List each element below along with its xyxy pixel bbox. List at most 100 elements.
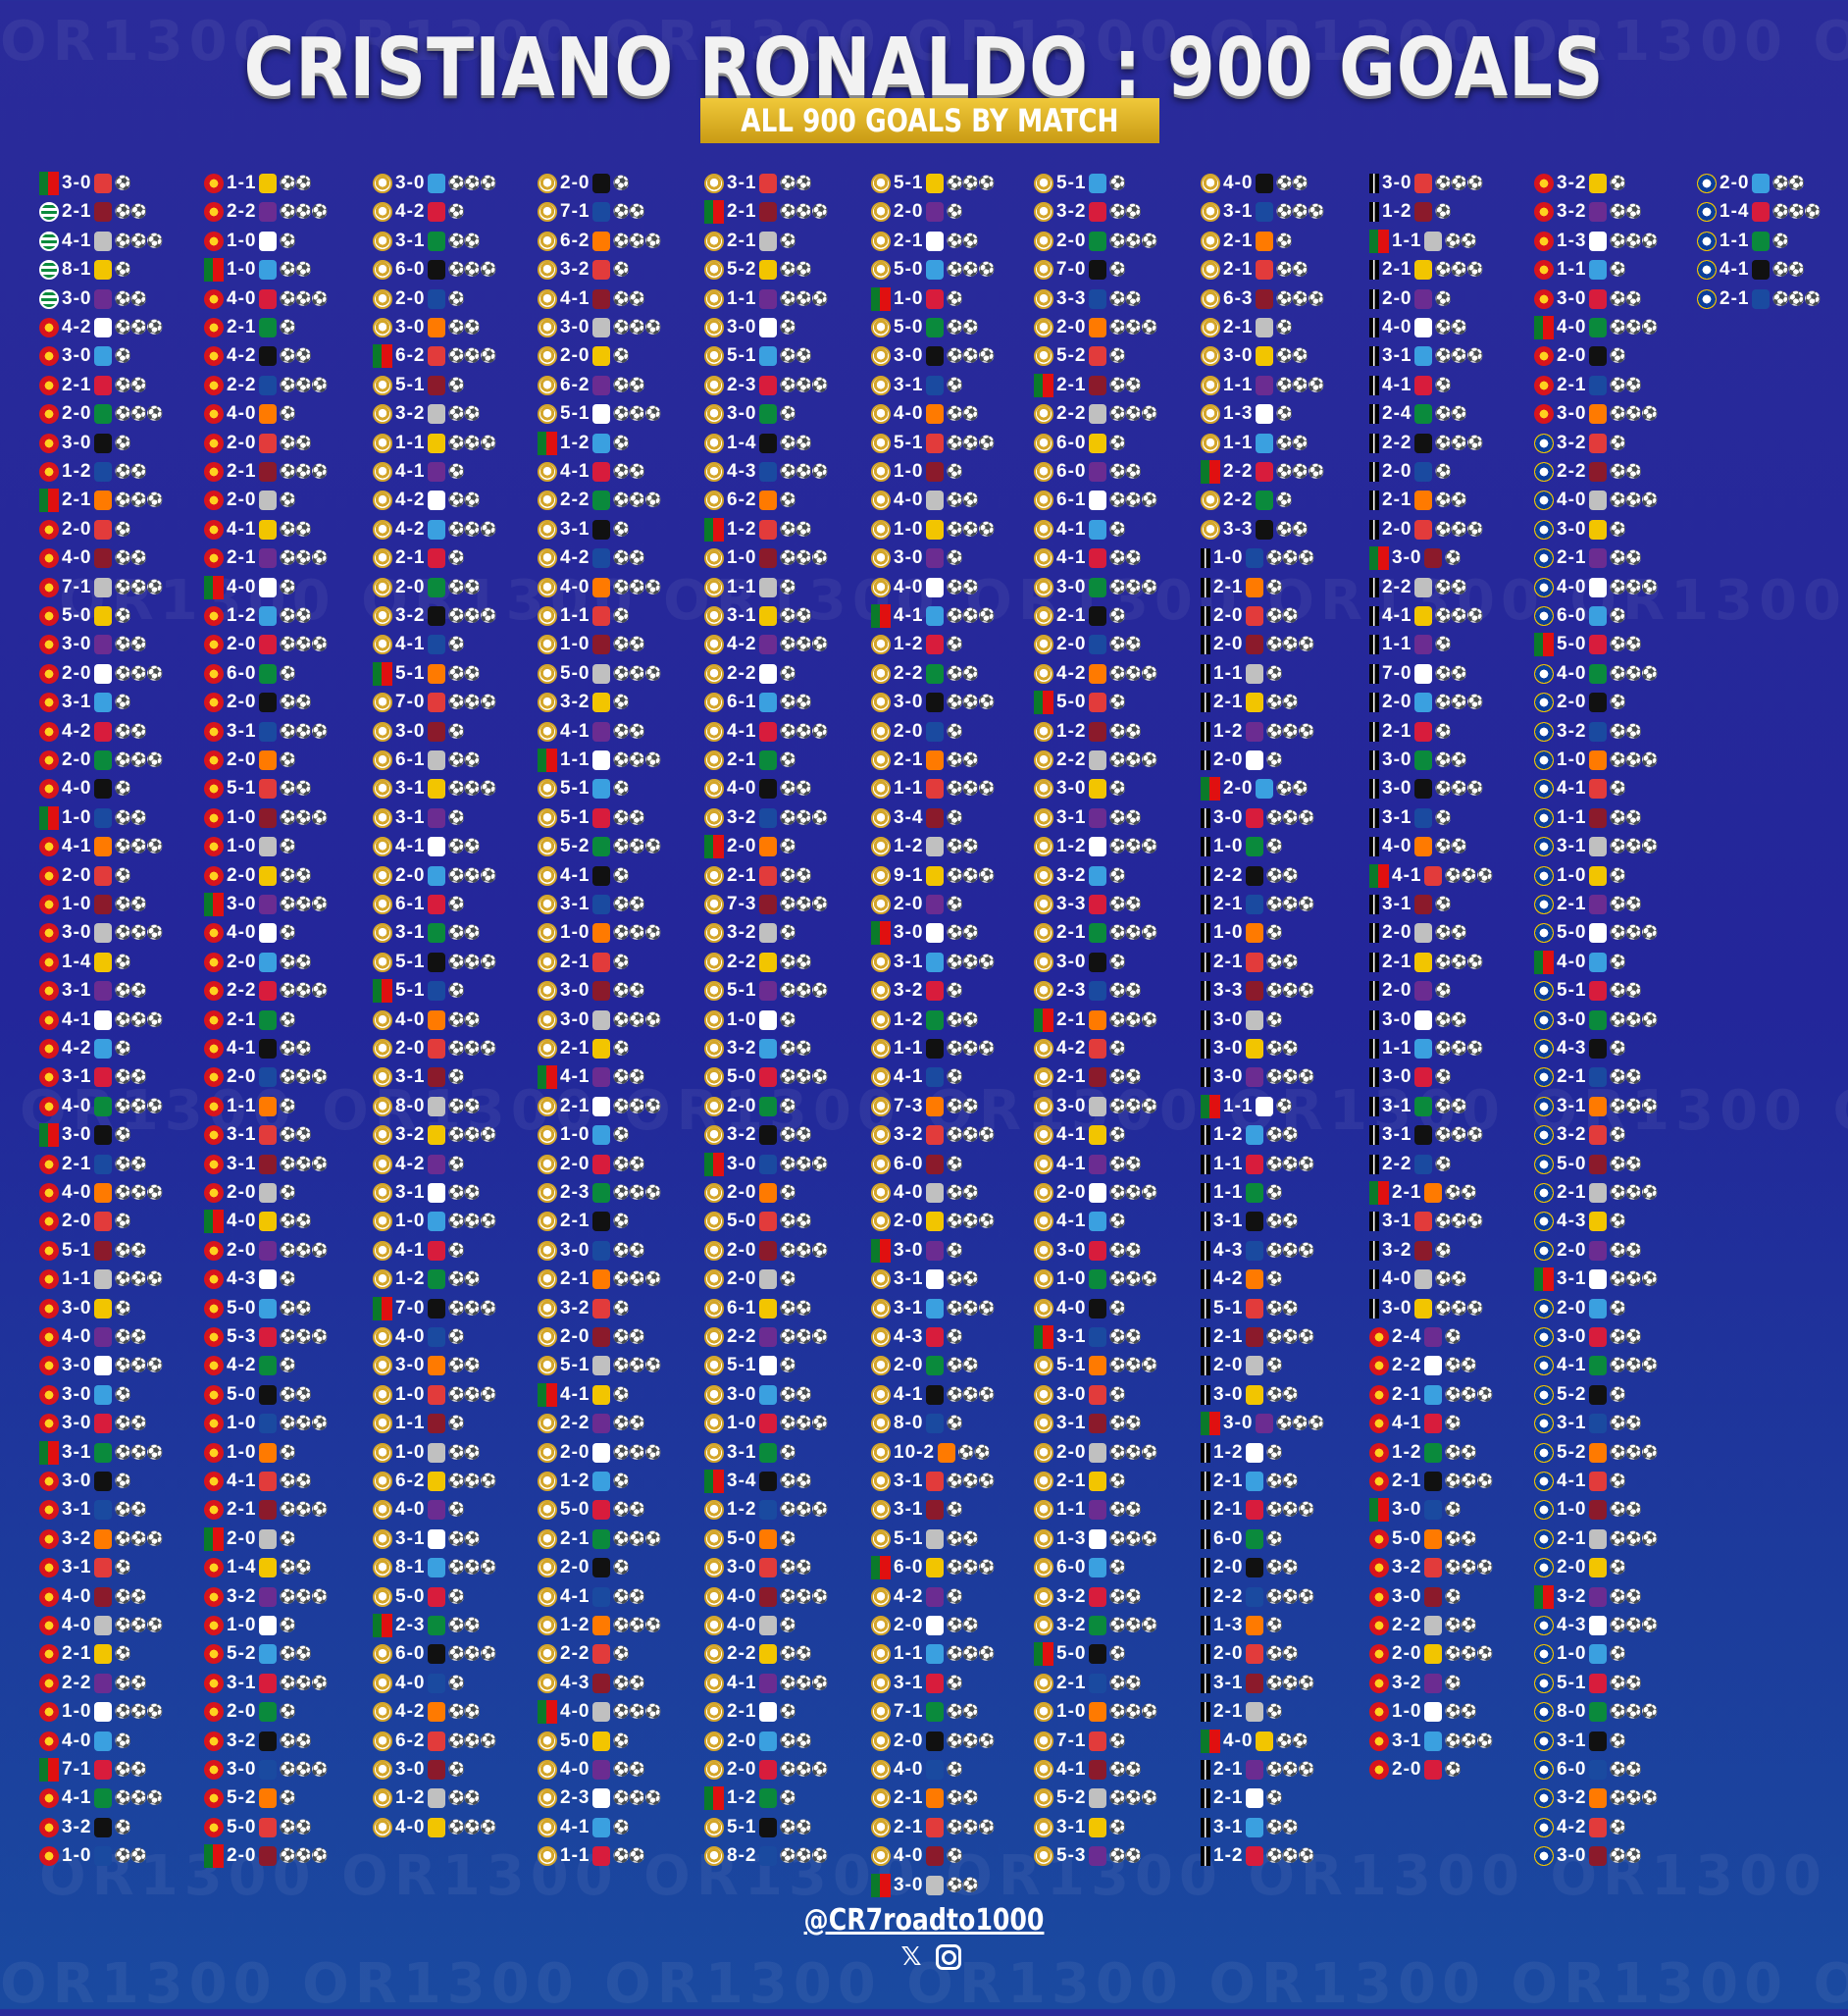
opponent-crest-icon [1752,260,1771,281]
match-score: 10-2 [894,1441,936,1463]
goal-balls-icon: ⚽⚽⚽ [1434,521,1483,538]
subtitle-banner: ALL 900 GOALS BY MATCH [700,98,1159,143]
goal-balls-icon: ⚽⚽⚽ [779,1069,828,1086]
opponent-crest-icon [428,923,446,944]
match-row: 4-1 ⚽⚽⚽ [1369,603,1484,629]
man-united-crest-icon [204,1788,224,1809]
goal-balls-icon: ⚽ [1609,1560,1625,1577]
goal-balls-icon: ⚽⚽ [779,1386,812,1403]
match-row: 4-2 ⚽ [39,1036,131,1061]
goal-balls-icon: ⚽⚽⚽ [447,176,496,191]
opponent-crest-icon [1089,1212,1107,1232]
goal-balls-icon: ⚽⚽⚽ [1108,1444,1157,1461]
man-united-crest-icon [204,404,224,425]
match-score: 2-0 [727,1759,757,1780]
match-score: 2-4 [1382,403,1412,425]
juventus-crest-icon [1201,1269,1210,1290]
opponent-crest-icon [592,606,611,626]
match-row: 3-0 ⚽ [39,171,131,196]
goal-balls-icon: ⚽⚽⚽ [779,1502,828,1519]
real-madrid-crest-icon [871,779,891,800]
portugal-flag-icon [373,979,392,1004]
portugal-flag-icon [1201,1412,1220,1436]
opponent-crest-icon [1424,865,1443,886]
opponent-crest-icon [259,1240,278,1261]
opponent-crest-icon [94,288,113,309]
match-score: 3-0 [395,317,426,337]
match-score: 4-0 [227,1211,257,1232]
opponent-crest-icon [1589,1327,1608,1347]
goal-balls-icon: ⚽⚽⚽ [447,1473,496,1489]
man-united-crest-icon [39,1846,59,1867]
match-row: 2-1 ⚽⚽ [39,1152,147,1177]
al-nassr-crest-icon [1697,260,1717,281]
match-row: 1-2 ⚽⚽ [1369,1440,1477,1466]
goal-balls-icon: ⚽⚽⚽ [1265,1069,1314,1086]
juventus-crest-icon [1369,577,1379,597]
opponent-crest-icon [94,721,113,742]
match-row: 1-0 ⚽⚽⚽ [373,1382,497,1408]
match-score: 6-0 [1056,432,1087,453]
opponent-crest-icon [428,1760,446,1780]
real-madrid-crest-icon [538,693,557,713]
opponent-crest-icon [1589,895,1608,914]
match-score: 1-1 [1392,230,1422,251]
juventus-crest-icon [1201,606,1210,626]
match-row: 1-2 ⚽⚽ [373,1266,481,1292]
real-madrid-crest-icon [704,462,724,482]
opponent-crest-icon [1589,779,1608,800]
goal-balls-icon: ⚽⚽ [114,1502,147,1519]
goal-balls-icon: ⚽⚽⚽ [612,492,661,509]
match-score: 5-3 [227,1326,257,1347]
match-score: 4-1 [395,461,426,482]
match-score: 3-2 [727,922,757,944]
real-madrid-crest-icon [871,346,891,367]
match-row: 2-0 ⚽⚽ [1201,1641,1299,1667]
match-row: 2-1 ⚽⚽⚽ [1369,1469,1494,1494]
real-madrid-crest-icon [871,1154,891,1174]
opponent-crest-icon [759,1558,778,1578]
man-united-crest-icon [39,895,59,914]
match-row: 1-0 ⚽⚽⚽ [871,517,996,543]
match-row: 6-0 ⚽ [204,661,296,687]
match-score: 1-0 [1392,1701,1422,1723]
match-score: 4-0 [894,1845,924,1867]
real-madrid-crest-icon [373,1212,392,1232]
x-logo-icon[interactable]: 𝕏 [900,1942,922,1972]
match-row: 2-1 ⚽ [538,950,630,975]
match-row: 4-1 ⚽ [1034,1122,1126,1148]
goal-balls-icon: ⚽⚽ [1108,550,1142,567]
match-row: 2-1 ⚽⚽⚽ [538,1526,662,1552]
match-row: 8-2 ⚽⚽⚽ [704,1843,829,1869]
opponent-crest-icon [428,1586,446,1607]
man-united-crest-icon [39,1673,59,1693]
opponent-crest-icon [592,491,611,511]
opponent-crest-icon [428,519,446,540]
social-handle[interactable]: @CR7roadto1000 [803,1903,1045,1938]
goal-balls-icon: ⚽⚽⚽ [1108,1704,1157,1721]
goal-balls-icon: ⚽ [1444,1762,1461,1778]
match-score: 4-0 [894,1182,924,1203]
goal-balls-icon: ⚽⚽ [946,1790,979,1807]
opponent-crest-icon [259,231,278,251]
real-madrid-crest-icon [538,837,557,857]
goal-balls-icon: ⚽⚽ [114,723,147,740]
match-score: 3-0 [1557,1326,1587,1347]
juventus-crest-icon [1201,1788,1210,1809]
goal-balls-icon: ⚽ [114,521,130,538]
instagram-icon[interactable] [936,1944,961,1970]
match-row: 4-0 ⚽ [871,1843,963,1869]
match-score: 4-1 [560,287,590,309]
opponent-crest-icon [1414,981,1433,1002]
opponent-crest-icon [1424,1327,1443,1347]
match-row: 7-3 ⚽⚽⚽ [704,892,829,917]
opponent-crest-icon [592,1298,611,1318]
match-score: 5-2 [227,1643,257,1665]
match-row: 3-3 ⚽⚽⚽ [1201,978,1315,1004]
match-row: 2-1 ⚽ [704,229,796,254]
portugal-flag-icon [39,489,59,513]
opponent-crest-icon [592,1673,611,1693]
match-row: 4-1 ⚽ [871,1064,963,1090]
real-madrid-crest-icon [1034,1558,1053,1578]
man-united-crest-icon [39,750,59,770]
